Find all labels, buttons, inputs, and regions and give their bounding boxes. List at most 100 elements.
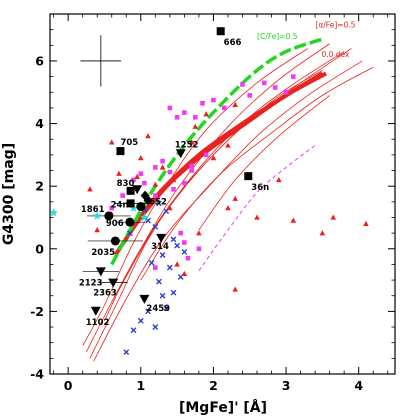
red-triangle-point: [188, 139, 195, 145]
cyan-star-point: [129, 203, 138, 212]
blue-cross-point: [163, 305, 170, 312]
object-label-36n: 36n: [251, 183, 269, 193]
magenta-square-point: [261, 80, 267, 86]
magenta-square-point: [189, 163, 194, 169]
magenta-square-point: [272, 85, 278, 90]
red-triangle-point: [181, 270, 188, 277]
black-object-point: [136, 202, 146, 212]
magenta-square-point: [283, 89, 289, 95]
x-axis-title: [MgFe]' [Å]: [179, 399, 267, 416]
magenta-square-point: [131, 177, 136, 183]
model-line-thin-6: [140, 66, 374, 281]
blue-cross-point: [156, 200, 162, 207]
magenta-square-point: [171, 187, 176, 192]
blue-cross-point: [181, 249, 188, 255]
object-point-36n: [244, 172, 253, 181]
blue-cross-point: [170, 289, 177, 296]
model-line-thin-4: [104, 70, 323, 321]
red-triangle-point: [137, 155, 144, 161]
magenta-square-point: [247, 93, 253, 98]
magenta-square-point: [109, 205, 115, 211]
x-tick-label: 3: [282, 378, 291, 393]
object-point-1102: [90, 306, 101, 316]
red-triangle-point: [254, 214, 260, 220]
x-tick-label: 1: [136, 378, 145, 393]
object-point-1861: [104, 211, 114, 221]
black-object-point: [132, 185, 143, 195]
blue-cross-point: [127, 230, 133, 237]
red-triangle-point: [225, 205, 231, 211]
object-point-652: [140, 190, 150, 201]
magenta-square-point: [240, 82, 245, 87]
object-point-2123: [95, 267, 106, 277]
magenta-square-point: [182, 180, 187, 186]
red-triangle-point: [330, 214, 337, 220]
magenta-square-point: [182, 240, 187, 245]
blue-cross-point: [152, 223, 159, 230]
blue-cross-point: [170, 236, 177, 243]
blue-cross-point: [152, 324, 159, 330]
magenta-square-point: [153, 265, 158, 270]
object-label-2035: 2035: [91, 248, 115, 258]
red-triangle-point: [232, 195, 239, 201]
magenta-square-point: [178, 230, 184, 236]
x-tick-label: 4: [354, 378, 363, 393]
model-line-thin-5: [118, 48, 352, 290]
blue-cross-point: [137, 317, 144, 324]
object-label-830: 830: [117, 179, 135, 189]
y-axis-title: G4300 [mag]: [1, 143, 17, 245]
cyan-star-point: [49, 208, 58, 217]
model-line-thin-3: [82, 48, 309, 347]
red-triangle-point: [108, 139, 115, 145]
red-triangle-point: [94, 227, 101, 233]
plot-frame: [49, 13, 396, 375]
object-label-2459: 2459: [146, 304, 170, 314]
magenta-square-point: [182, 110, 187, 115]
red-triangle-point: [275, 176, 282, 183]
red-triangle-point: [225, 142, 231, 148]
object-point-705: [116, 147, 125, 156]
object-label-1252: 1252: [175, 140, 199, 150]
model-label-0: [C/Fe]=0.5: [257, 32, 298, 41]
red-triangle-point: [167, 205, 173, 211]
blue-cross-point: [159, 252, 166, 258]
red-triangle-point: [290, 217, 297, 223]
model-line-thick-0: [113, 71, 327, 257]
y-tick-label: 4: [35, 116, 44, 131]
model-line-magenta-dashed: [198, 145, 316, 271]
magenta-square-point: [211, 97, 216, 103]
magenta-square-point: [192, 115, 198, 120]
magenta-square-point: [167, 169, 173, 175]
points-layer: [49, 27, 369, 355]
red-triangle-point: [232, 286, 239, 292]
blue-cross-point: [123, 349, 130, 355]
object-label-24n: 24n: [111, 200, 129, 210]
object-label-666: 666: [224, 38, 242, 48]
magenta-square-point: [185, 255, 191, 261]
magenta-square-point: [142, 180, 147, 186]
object-label-652: 652: [149, 198, 167, 208]
red-triangle-point: [363, 220, 369, 226]
object-label-1861: 1861: [81, 205, 105, 215]
object-label-705: 705: [120, 138, 138, 148]
red-triangle-point: [319, 230, 326, 236]
red-triangle-point: [174, 261, 180, 267]
red-triangle-point: [87, 186, 93, 192]
object-label-906: 906: [106, 219, 124, 229]
object-label-2363: 2363: [93, 289, 117, 299]
magenta-square-point: [200, 100, 205, 106]
model-label-2: 0.0 dex: [321, 50, 350, 59]
magenta-square-point: [222, 105, 227, 111]
red-triangle-point: [145, 133, 151, 139]
blue-cross-point: [174, 242, 180, 249]
cyan-star-point: [140, 212, 149, 222]
magenta-square-point: [160, 158, 165, 164]
object-point-1252: [175, 149, 186, 159]
object-label-2123: 2123: [79, 278, 103, 288]
y-tick-label: -2: [30, 304, 44, 319]
magenta-square-point: [138, 171, 144, 176]
model-label-1: [α/Fe]=0.5: [315, 20, 355, 29]
magenta-square-point: [196, 246, 202, 252]
labels-layer: [C/Fe]=0.5 [α/Fe]=0.5 0.0 dex 666 705 36n 830 2…: [79, 20, 356, 327]
red-triangle-point: [232, 101, 239, 107]
